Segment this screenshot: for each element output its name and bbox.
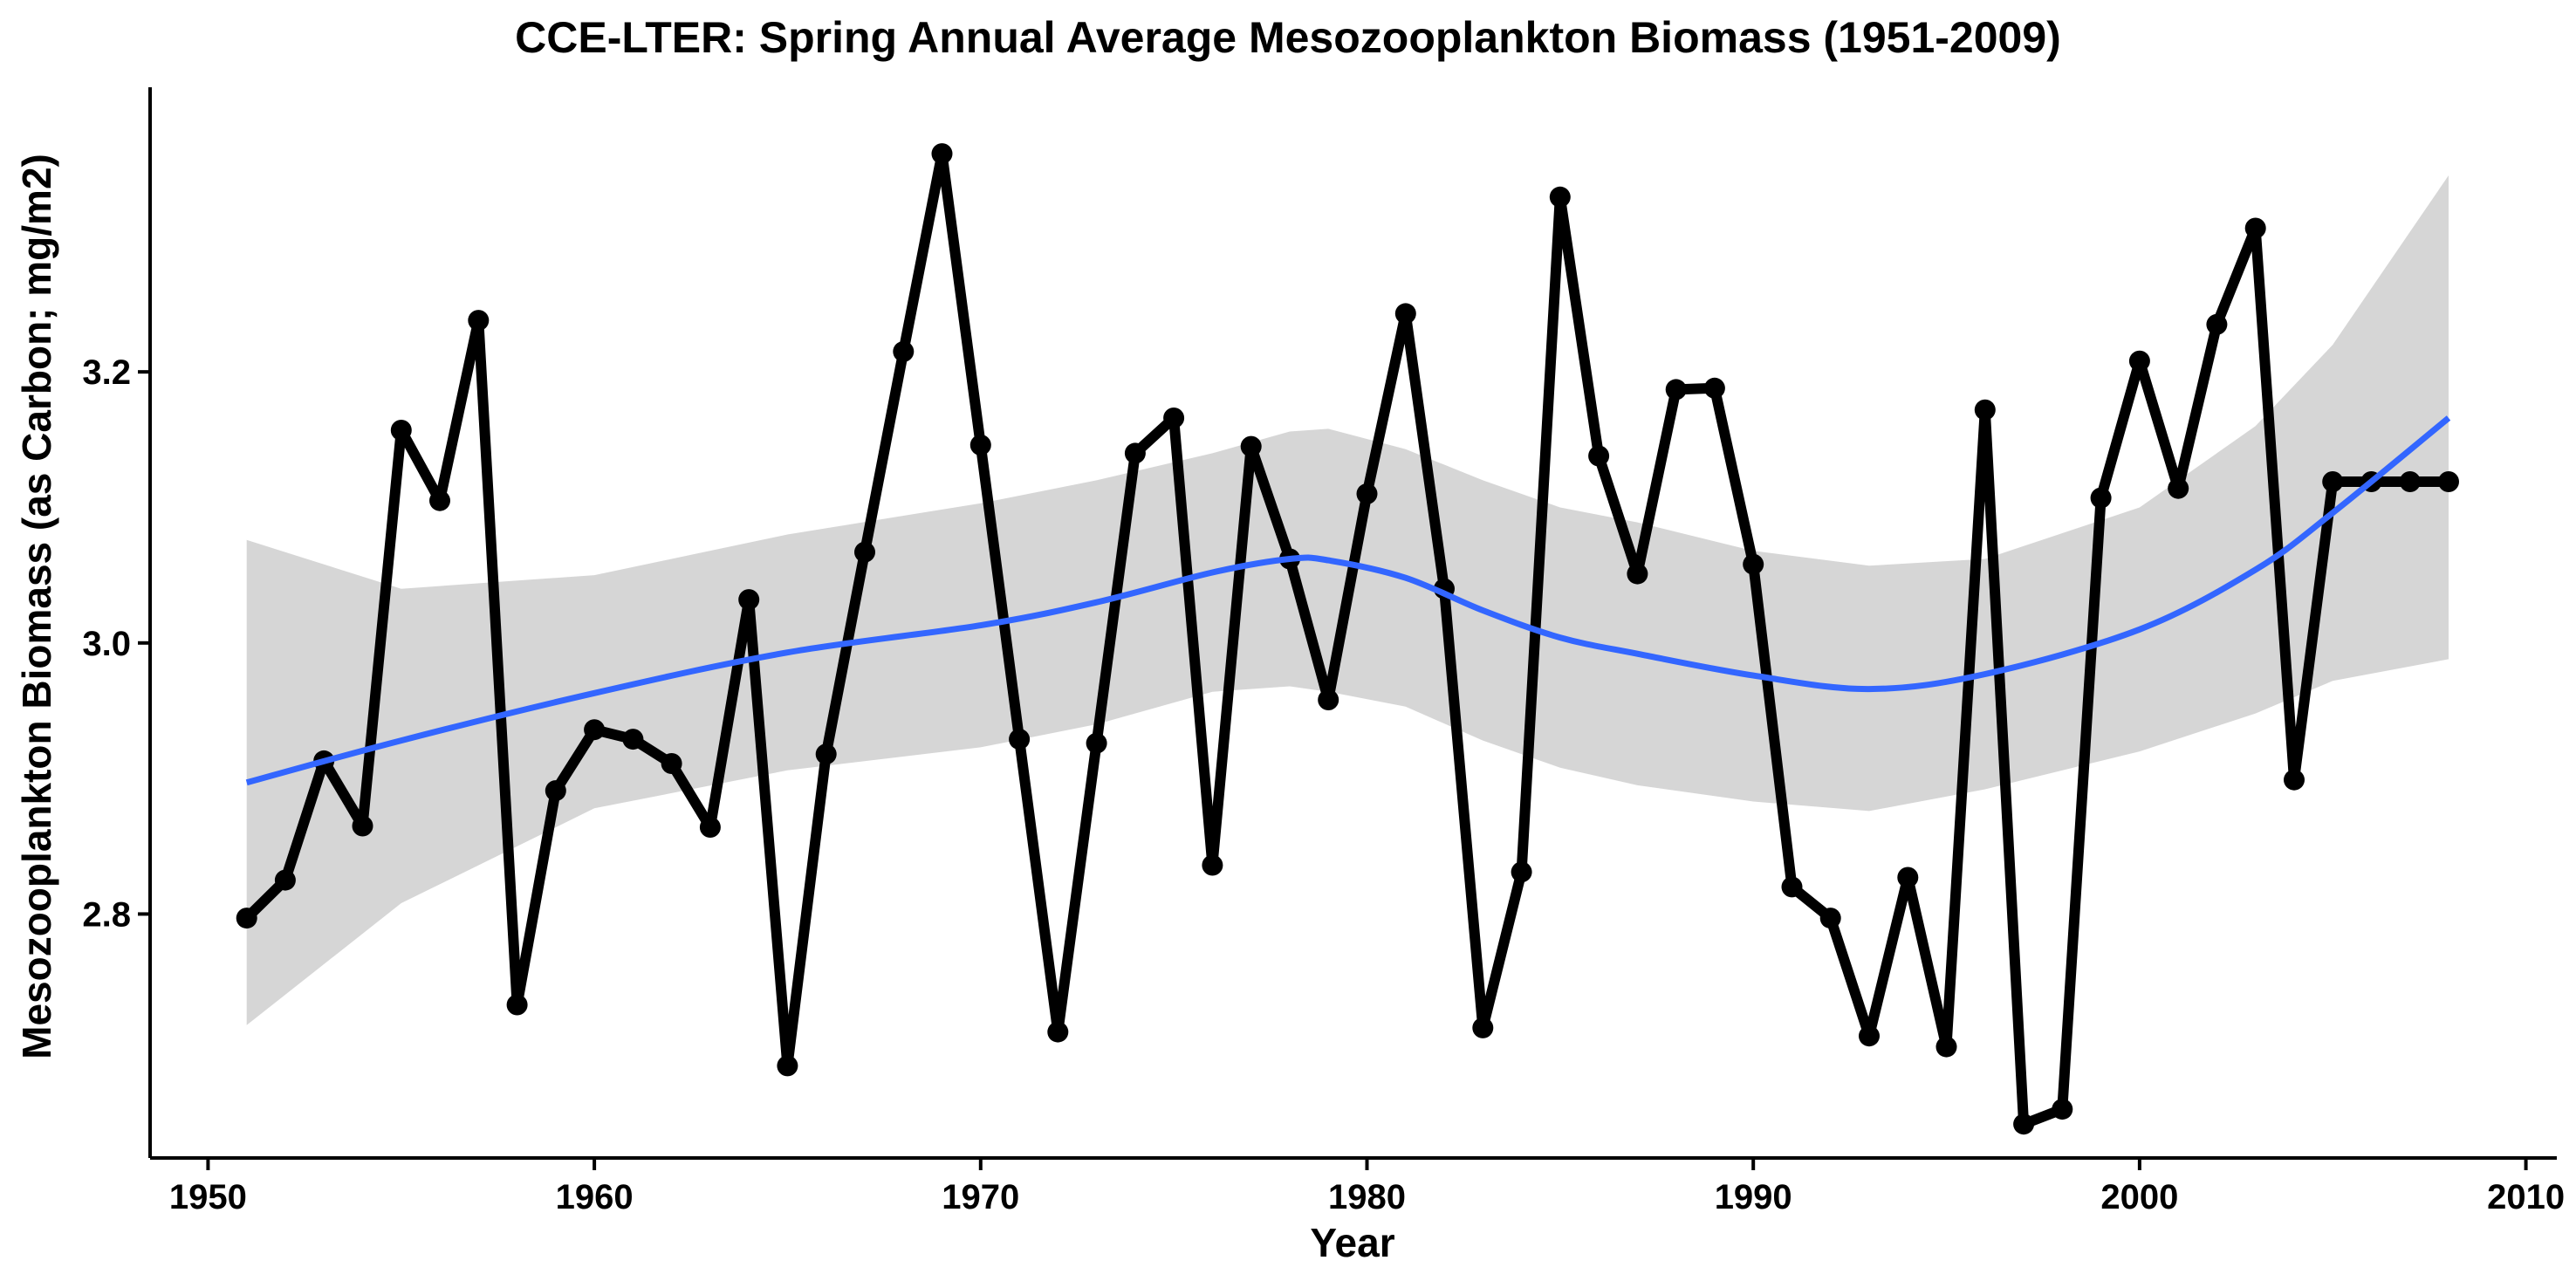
data-point [1511,861,1532,883]
data-point [661,753,682,774]
data-point [390,420,412,441]
data-point [1047,1021,1069,1043]
data-point [1819,908,1841,929]
data-point [1009,729,1031,750]
data-point [1472,1017,1494,1038]
data-point [1163,408,1185,428]
data-point [1627,563,1648,585]
data-point [931,143,953,165]
observed-series [236,143,2459,1135]
data-point [1743,553,1764,575]
y-tick-label: 3.0 [82,625,131,663]
data-point [1318,689,1339,710]
data-point [699,817,721,838]
data-point [738,589,760,611]
y-axis-ticks: 2.8 3.0 3.2 [82,353,150,934]
data-point [2438,471,2459,492]
y-tick-label: 3.2 [82,353,131,392]
data-point [1394,303,1416,325]
data-point [854,541,875,563]
x-tick-label: 1980 [1328,1178,1406,1216]
data-point [545,780,566,802]
plot-area [236,143,2459,1135]
data-point [2168,477,2189,499]
data-point [815,743,837,765]
data-point [429,490,450,511]
data-point [2052,1099,2073,1120]
observed-series-line [241,148,2454,1130]
data-point [1703,377,1725,399]
data-point [1240,435,1262,457]
data-point [352,815,373,837]
data-point [893,340,915,362]
data-point [2284,769,2305,791]
data-point [1935,1036,1957,1058]
data-point [1086,732,1107,754]
data-point [1202,854,1223,876]
data-point [1356,483,1378,504]
x-axis-title: Year [1310,1220,1394,1265]
data-point [584,719,606,741]
x-tick-label: 2000 [2100,1178,2178,1216]
x-tick-label: 1960 [556,1178,634,1216]
data-point [1588,445,1610,467]
data-point [1781,876,1803,898]
chart-title: CCE-LTER: Spring Annual Average Mesozoop… [515,13,2061,62]
x-axis-ticks: 1950 1960 1970 1980 1990 2000 2010 [169,1158,2565,1216]
data-point [1859,1025,1880,1047]
x-tick-label: 1990 [1715,1178,1792,1216]
data-point [2090,487,2112,509]
data-point [2244,217,2266,239]
smooth-trend-line [245,415,2451,786]
data-point [2322,471,2344,492]
data-point [506,994,528,1016]
y-axis-title: Mesozooplankton Biomass (as Carbon; mg/m… [14,154,59,1059]
data-point [2206,313,2228,335]
data-point [1549,186,1571,208]
data-point [468,310,490,332]
data-point [274,869,296,891]
x-tick-label: 1970 [942,1178,1019,1216]
data-point [2128,350,2150,372]
data-point [1665,379,1687,401]
data-point [777,1055,798,1077]
data-point [236,908,257,929]
data-point [2399,471,2421,492]
data-point [1974,399,1996,421]
data-point [1124,442,1146,464]
x-tick-label: 1950 [169,1178,247,1216]
data-point [969,435,991,456]
data-point [2013,1113,2035,1135]
data-point [622,729,644,750]
x-tick-label: 2010 [2487,1178,2565,1216]
y-tick-label: 2.8 [82,895,131,934]
data-point [1897,867,1919,888]
